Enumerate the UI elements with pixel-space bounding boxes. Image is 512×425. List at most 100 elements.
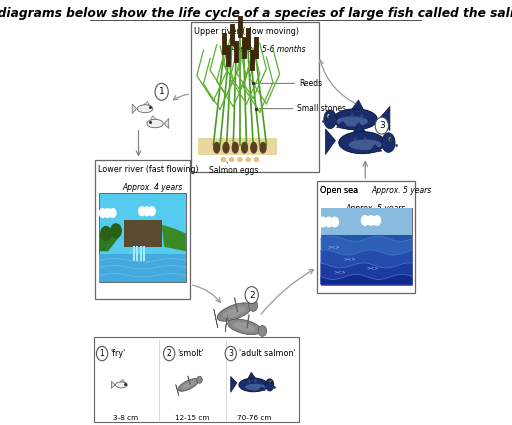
FancyBboxPatch shape — [317, 181, 415, 293]
Circle shape — [100, 226, 112, 241]
Polygon shape — [164, 119, 169, 128]
Text: Open sea: Open sea — [320, 186, 358, 195]
Polygon shape — [380, 106, 390, 130]
Circle shape — [225, 346, 237, 361]
Polygon shape — [123, 220, 162, 247]
Circle shape — [245, 286, 259, 303]
Text: ><>: ><> — [344, 256, 356, 261]
Polygon shape — [144, 102, 150, 105]
Circle shape — [389, 137, 392, 142]
Polygon shape — [258, 387, 266, 391]
Ellipse shape — [382, 133, 395, 152]
Ellipse shape — [222, 142, 229, 153]
Text: 70-76 cm: 70-76 cm — [237, 415, 271, 421]
Polygon shape — [162, 224, 186, 251]
Ellipse shape — [178, 379, 199, 391]
Ellipse shape — [249, 300, 258, 312]
Circle shape — [96, 346, 108, 361]
Polygon shape — [354, 122, 365, 132]
Ellipse shape — [182, 381, 195, 389]
Ellipse shape — [231, 142, 239, 153]
Circle shape — [155, 83, 168, 100]
Ellipse shape — [245, 384, 266, 390]
Ellipse shape — [137, 105, 153, 113]
Text: 3: 3 — [228, 349, 233, 358]
Ellipse shape — [324, 110, 336, 128]
Text: 'fry': 'fry' — [111, 349, 125, 358]
Ellipse shape — [333, 109, 377, 130]
Circle shape — [104, 208, 112, 218]
Text: Open sea: Open sea — [320, 186, 358, 195]
Circle shape — [163, 346, 175, 361]
Circle shape — [109, 208, 117, 218]
Circle shape — [99, 208, 106, 218]
Ellipse shape — [336, 116, 368, 127]
Circle shape — [375, 117, 389, 134]
FancyBboxPatch shape — [99, 254, 186, 282]
Polygon shape — [352, 100, 363, 109]
Polygon shape — [231, 377, 237, 392]
Text: 3-8 cm: 3-8 cm — [113, 415, 138, 421]
Circle shape — [360, 114, 363, 118]
Circle shape — [364, 137, 367, 140]
Ellipse shape — [238, 157, 242, 162]
Text: 1: 1 — [100, 349, 104, 358]
Text: Approx. 5 years: Approx. 5 years — [346, 204, 406, 213]
Text: The diagrams below show the life cycle of a species of large fish called the sal: The diagrams below show the life cycle o… — [0, 7, 512, 20]
Ellipse shape — [221, 157, 226, 162]
Circle shape — [318, 216, 327, 227]
Text: Lower river (fast flowing): Lower river (fast flowing) — [98, 165, 199, 174]
FancyBboxPatch shape — [191, 22, 319, 172]
Ellipse shape — [217, 303, 252, 321]
Circle shape — [270, 380, 272, 383]
Circle shape — [327, 114, 330, 118]
Text: Small stones: Small stones — [297, 104, 347, 113]
Polygon shape — [248, 372, 255, 378]
Polygon shape — [99, 229, 118, 251]
Text: 'smolt': 'smolt' — [178, 349, 204, 358]
FancyBboxPatch shape — [95, 159, 190, 299]
Circle shape — [354, 138, 357, 141]
Polygon shape — [336, 122, 349, 129]
Ellipse shape — [339, 132, 385, 153]
Circle shape — [250, 387, 252, 390]
Circle shape — [373, 215, 381, 226]
Ellipse shape — [241, 142, 248, 153]
Text: 12-15 cm: 12-15 cm — [175, 415, 210, 421]
Circle shape — [361, 215, 369, 226]
Ellipse shape — [197, 376, 202, 383]
FancyBboxPatch shape — [198, 139, 277, 155]
Ellipse shape — [233, 322, 255, 332]
Circle shape — [357, 121, 360, 125]
Text: Approx. 5-6 months: Approx. 5-6 months — [230, 45, 306, 54]
Polygon shape — [369, 145, 382, 153]
Circle shape — [148, 206, 156, 216]
Circle shape — [254, 379, 257, 382]
Text: Upper river (slow moving): Upper river (slow moving) — [194, 27, 299, 37]
FancyBboxPatch shape — [99, 193, 186, 282]
Polygon shape — [176, 385, 179, 396]
FancyBboxPatch shape — [94, 337, 299, 422]
Ellipse shape — [213, 142, 220, 153]
Polygon shape — [112, 381, 115, 388]
Polygon shape — [120, 380, 124, 382]
Text: Approx. 5 years: Approx. 5 years — [371, 186, 431, 195]
Text: Salmon eggs: Salmon eggs — [208, 162, 258, 175]
Ellipse shape — [229, 157, 234, 162]
Text: ><>: ><> — [327, 244, 339, 249]
Polygon shape — [151, 116, 157, 119]
Circle shape — [325, 216, 333, 227]
Circle shape — [110, 223, 122, 238]
Text: ><>: ><> — [367, 265, 379, 270]
Polygon shape — [225, 314, 228, 332]
Polygon shape — [326, 129, 335, 154]
Ellipse shape — [250, 142, 258, 153]
Text: 'adult salmon': 'adult salmon' — [239, 349, 295, 358]
Ellipse shape — [228, 319, 261, 334]
Ellipse shape — [246, 157, 250, 162]
Polygon shape — [214, 309, 218, 328]
Circle shape — [330, 216, 339, 227]
FancyBboxPatch shape — [321, 208, 412, 284]
Ellipse shape — [115, 382, 127, 388]
Text: ><>: ><> — [334, 269, 346, 274]
